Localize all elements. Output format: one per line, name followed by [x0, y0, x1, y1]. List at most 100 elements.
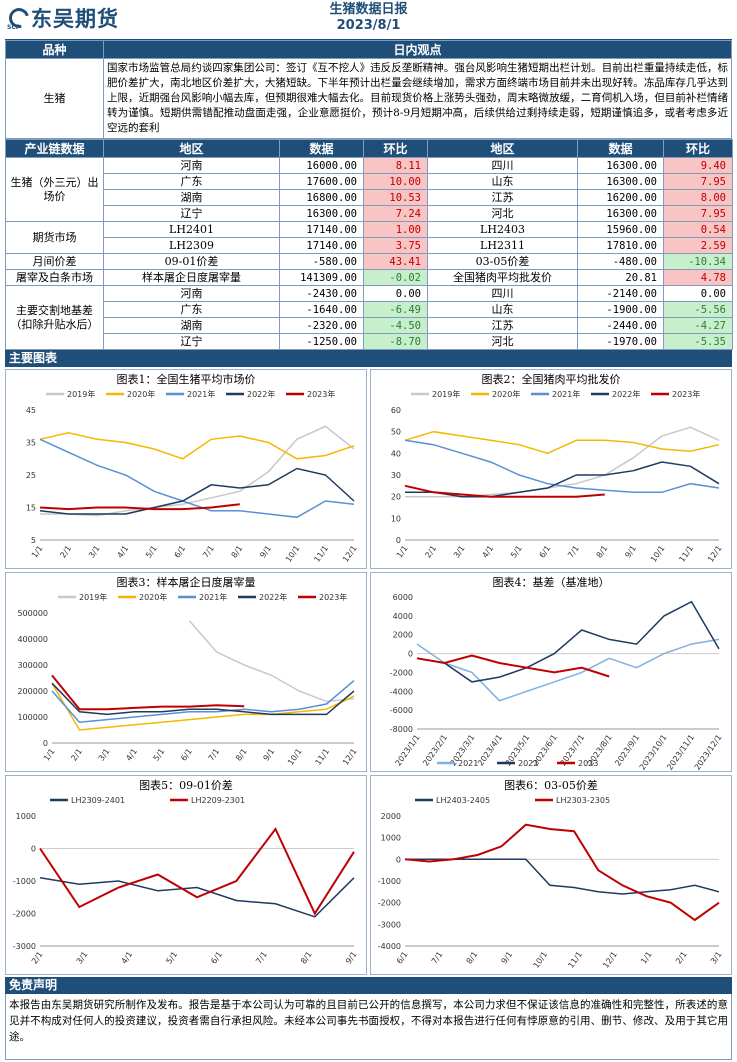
value-cell: 20.81 — [577, 269, 664, 286]
x-tick-label: 2/1 — [423, 544, 438, 560]
y-tick-label: 0 — [396, 536, 401, 545]
series-line-3 — [405, 461, 720, 498]
group-label: 期货市场 — [5, 221, 104, 254]
y-tick-label: -3000 — [13, 942, 36, 951]
x-tick-label: 7/1 — [430, 950, 445, 966]
value-cell: -2320.00 — [279, 317, 364, 334]
region-cell: 江苏 — [427, 317, 578, 334]
x-tick-label: 2023/10/1 — [638, 733, 669, 771]
chain-header: 环比 — [363, 139, 428, 158]
y-tick-label: 60 — [391, 406, 401, 415]
x-tick-label: 5/1 — [152, 747, 167, 763]
x-tick-label: 9/1 — [623, 544, 638, 560]
x-tick-label: 3/1 — [75, 950, 90, 966]
region-cell: LH2401 — [103, 221, 280, 238]
region-cell: 四川 — [427, 285, 578, 302]
region-cell: 四川 — [427, 157, 578, 174]
change-cell: 0.00 — [363, 285, 428, 302]
y-tick-label: -3000 — [378, 920, 401, 929]
y-tick-label: 20 — [391, 493, 401, 502]
y-tick-label: -4000 — [378, 942, 401, 951]
y-tick-label: 1000 — [381, 834, 401, 843]
y-tick-label: 500000 — [17, 609, 48, 618]
charts-area: 图表1：全国生猪平均市场价 45 35 25 15 5 1/1 2/1 3/1 4/1 5/1 6/1… — [5, 367, 732, 977]
y-tick-label: 6000 — [393, 593, 413, 602]
x-tick-label: 2023/9/1 — [613, 733, 641, 768]
region-cell: 广东 — [103, 301, 280, 318]
x-tick-label: 7/1 — [254, 950, 269, 966]
legend-label: LH2403-2405 — [436, 796, 490, 805]
legend-label: 2020年 — [127, 389, 155, 399]
x-tick-label: 4/1 — [116, 544, 131, 560]
chart-title: 图表3：样本屠企日度屠宰量 — [116, 576, 256, 589]
y-tick-label: -1000 — [13, 877, 36, 886]
value-cell: -580.00 — [279, 253, 364, 270]
legend-label: 2020年 — [492, 389, 520, 399]
y-tick-label: -6000 — [390, 706, 413, 715]
legend-label: 2022 — [518, 759, 538, 768]
chain-header: 数据 — [279, 139, 364, 158]
y-tick-label: 45 — [26, 406, 36, 415]
series-line-1 — [39, 827, 355, 916]
series-line-0 — [416, 638, 720, 702]
x-tick-label: 8/1 — [234, 747, 249, 763]
chart-panel-c5: 图表5：09-01价差 1000 0 -1000 -2000 -3000 2/1 3/1 4/1… — [5, 775, 367, 975]
change-cell: 2.59 — [663, 237, 733, 254]
x-tick-label: 4/1 — [120, 950, 135, 966]
value-cell: 17600.00 — [279, 173, 364, 190]
x-tick-label: 6/1 — [209, 950, 224, 966]
x-tick-label: 2/1 — [58, 544, 73, 560]
region-cell: 辽宁 — [103, 333, 280, 350]
region-cell: 广东 — [103, 173, 280, 190]
legend-label: 2023年 — [672, 389, 700, 399]
report-header: SCF 东吴期货 生猪数据日报 2023/8/1 — [5, 0, 732, 40]
region-cell: 江苏 — [427, 189, 578, 206]
series-line-1 — [51, 682, 355, 731]
disclaimer-text: 本报告由东吴期货研究所制作及发布。报告是基于本公司认为可靠的且目前已公开的信息撰… — [5, 994, 732, 1060]
value-cell: 15960.00 — [577, 221, 664, 238]
series-line-3 — [39, 467, 355, 515]
series-line-0 — [188, 620, 355, 703]
legend-label: LH2209-2301 — [191, 796, 245, 805]
x-tick-label: 10/1 — [286, 747, 304, 767]
y-tick-label: 50 — [391, 428, 401, 437]
value-cell: 16300.00 — [577, 173, 664, 190]
region-cell: LH2311 — [427, 237, 578, 254]
table-row: 湖南 16800.00 10.53 江苏 16200.00 8.00 — [6, 189, 733, 206]
chart-svg: 500000 400000 300000 200000 100000 01/1 2/1 3/1… — [17, 592, 358, 767]
value-cell: -2140.00 — [577, 285, 664, 302]
legend-label: 2019年 — [432, 389, 460, 399]
change-cell: 3.75 — [363, 237, 428, 254]
change-cell: -8.70 — [363, 333, 428, 350]
x-tick-label: 2023/1/1 — [394, 733, 422, 768]
y-tick-label: 0 — [396, 855, 401, 864]
chain-header: 产业链数据 — [5, 139, 104, 158]
table-row: 广东 17600.00 10.00 山东 16300.00 7.95 — [6, 173, 733, 190]
x-tick-label: 8/1 — [465, 950, 480, 966]
x-tick-label: 4/1 — [124, 747, 139, 763]
x-tick-label: 11/1 — [314, 747, 332, 767]
chart-title: 图表2：全国猪肉平均批发价 — [481, 373, 621, 386]
x-tick-label: 12/1 — [601, 950, 619, 970]
change-cell: 1.00 — [363, 221, 428, 238]
change-cell: 0.00 — [663, 285, 733, 302]
change-cell: -4.50 — [363, 317, 428, 334]
x-tick-label: 7/1 — [207, 747, 222, 763]
y-tick-label: 2000 — [393, 631, 413, 640]
value-cell: 16300.00 — [279, 205, 364, 222]
change-cell: 8.00 — [663, 189, 733, 206]
x-tick-label: 7/1 — [201, 544, 216, 560]
region-cell: 09-01价差 — [103, 253, 280, 270]
legend-label: 2022年 — [247, 389, 275, 399]
region-cell: 样本屠企日度屠宰量 — [103, 269, 280, 286]
x-tick-label: 2023/11/1 — [665, 733, 696, 771]
region-cell: LH2403 — [427, 221, 578, 238]
x-tick-label: 1/1 — [30, 544, 45, 560]
legend-label: 2023年 — [319, 592, 347, 602]
value-cell: 141309.00 — [279, 269, 364, 286]
x-tick-label: 10/1 — [649, 544, 667, 564]
y-tick-label: 100000 — [17, 713, 48, 722]
y-tick-label: 35 — [26, 439, 36, 448]
chart-svg: 6000 4000 2000 0 -2000 -4000 -6000 -80002023/1/… — [390, 593, 724, 771]
